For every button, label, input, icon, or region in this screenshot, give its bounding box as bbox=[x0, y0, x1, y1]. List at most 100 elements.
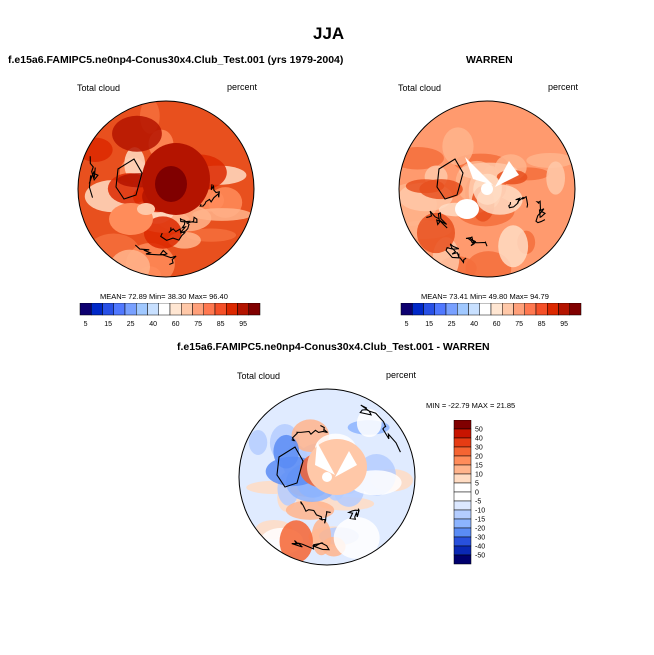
colorbar-swatch bbox=[453, 455, 472, 466]
colorbar-swatch bbox=[79, 303, 92, 316]
colorbar-tick-label: 25 bbox=[127, 321, 135, 328]
min-label: Min= bbox=[149, 292, 166, 301]
colorbar-swatch bbox=[453, 500, 472, 511]
stats-diff: MIN = -22.79 MAX = 21.85 bbox=[426, 401, 516, 410]
colorbar-swatch bbox=[181, 303, 193, 316]
max-value: 96.40 bbox=[209, 292, 228, 301]
colorbar-swatch bbox=[453, 554, 472, 565]
colorbar-swatch bbox=[158, 303, 171, 316]
colorbar-tick-label: 85 bbox=[217, 321, 225, 328]
variable-label-obs: Total cloud bbox=[398, 83, 442, 93]
colorbar-tick-label: -50 bbox=[475, 553, 485, 560]
colorbar-swatch bbox=[203, 303, 216, 316]
colorbar-obs: 5 15 25 40 60 75 85 95 bbox=[400, 303, 582, 328]
stats-obs: MEAN= 73.41 Min= 49.80 Max= 94.79 bbox=[421, 292, 549, 301]
map-boundary bbox=[77, 100, 255, 278]
colorbar-tick-label: -30 bbox=[475, 535, 485, 542]
colorbar-swatch bbox=[412, 303, 424, 316]
colorbar-swatch bbox=[453, 420, 472, 430]
colorbar-swatch bbox=[169, 303, 182, 316]
colorbar-swatch bbox=[214, 303, 227, 316]
colorbar-swatch bbox=[445, 303, 458, 316]
colorbar-tick-label: 95 bbox=[239, 321, 247, 328]
colorbar-swatch bbox=[524, 303, 537, 316]
colorbar-swatch bbox=[535, 303, 548, 316]
colorbar-tick-label: 75 bbox=[194, 321, 202, 328]
colorbar-tick-label: 0 bbox=[475, 490, 479, 497]
colorbar-tick-label: -10 bbox=[475, 508, 485, 515]
colorbar-swatch bbox=[453, 482, 472, 493]
panel-title-obs: WARREN bbox=[466, 54, 513, 66]
stats-model: MEAN= 72.89 Min= 38.30 Max= 96.40 bbox=[100, 292, 228, 301]
colorbar-swatch bbox=[453, 464, 472, 475]
colorbar-tick-label: 20 bbox=[475, 454, 483, 461]
colorbar-tick-label: -15 bbox=[475, 517, 485, 524]
colorbar-tick-label: 95 bbox=[560, 321, 568, 328]
units-label-model: percent bbox=[227, 82, 258, 92]
colorbar-swatch bbox=[113, 303, 126, 316]
colorbar-model: 5 15 25 40 60 75 85 95 bbox=[79, 303, 261, 328]
colorbar-swatch bbox=[558, 303, 570, 316]
colorbar-swatch bbox=[468, 303, 480, 316]
min-value: 49.80 bbox=[488, 292, 508, 301]
max-value: 94.79 bbox=[530, 292, 549, 301]
colorbar-swatch bbox=[423, 303, 435, 316]
colorbar-tick-label: 30 bbox=[475, 445, 483, 452]
colorbar-tick-label: -40 bbox=[475, 544, 485, 551]
colorbar-swatch bbox=[453, 428, 472, 439]
units-label-diff: percent bbox=[386, 370, 417, 380]
mean-value: 73.41 bbox=[449, 292, 468, 301]
polar-map-obs bbox=[398, 100, 576, 278]
variable-label-model: Total cloud bbox=[77, 83, 121, 93]
units-label-obs: percent bbox=[548, 82, 579, 92]
colorbar-tick-label: 5 bbox=[405, 321, 409, 328]
mean-label: MEAN= bbox=[421, 292, 448, 301]
colorbar-tick-label: 5 bbox=[84, 321, 88, 328]
colorbar-tick-label: 60 bbox=[493, 321, 501, 328]
colorbar-swatch bbox=[434, 303, 447, 316]
colorbar-tick-label: -20 bbox=[475, 526, 485, 533]
min-value: 38.30 bbox=[167, 292, 187, 301]
colorbar-swatch bbox=[457, 303, 469, 316]
colorbar-tick-label: 15 bbox=[425, 321, 433, 328]
colorbar-swatch bbox=[248, 303, 261, 316]
colorbar-tick-label: 40 bbox=[470, 321, 478, 328]
colorbar-swatch bbox=[569, 303, 582, 316]
colorbar-swatch bbox=[453, 527, 472, 538]
colorbar-tick-label: 15 bbox=[104, 321, 112, 328]
colorbar-swatch bbox=[400, 303, 413, 316]
colorbar-swatch bbox=[547, 303, 559, 316]
colorbar-swatch bbox=[124, 303, 137, 316]
colorbar-swatch bbox=[453, 509, 472, 520]
colorbar-swatch bbox=[513, 303, 525, 316]
colorbar-swatch bbox=[479, 303, 492, 316]
colorbar-swatch bbox=[237, 303, 249, 316]
colorbar-tick-label: -5 bbox=[475, 499, 481, 506]
colorbar-tick-label: 10 bbox=[475, 472, 483, 479]
colorbar-tick-label: 25 bbox=[448, 321, 456, 328]
polar-map-diff bbox=[238, 388, 416, 566]
colorbar-swatch bbox=[91, 303, 103, 316]
colorbar-tick-label: 75 bbox=[515, 321, 523, 328]
colorbar-swatch bbox=[147, 303, 159, 316]
colorbar-tick-label: 40 bbox=[475, 436, 483, 443]
polar-map-model bbox=[77, 100, 255, 278]
colorbar-swatch bbox=[453, 545, 472, 556]
colorbar-swatch bbox=[453, 518, 472, 529]
max-label: Max= bbox=[509, 292, 529, 301]
colorbar-swatch bbox=[102, 303, 114, 316]
colorbar-swatch bbox=[226, 303, 238, 316]
colorbar-tick-label: 50 bbox=[475, 427, 483, 434]
colorbar-swatch bbox=[502, 303, 514, 316]
min-label: Min= bbox=[470, 292, 487, 301]
colorbar-swatch bbox=[490, 303, 503, 316]
mean-label: MEAN= bbox=[100, 292, 127, 301]
variable-label-diff: Total cloud bbox=[237, 371, 281, 381]
colorbar-swatch bbox=[453, 536, 472, 547]
colorbar-swatch bbox=[192, 303, 204, 316]
panel-title-model: f.e15a6.FAMIPC5.ne0np4-Conus30x4.Club_Te… bbox=[8, 54, 344, 66]
mean-value: 72.89 bbox=[128, 292, 147, 301]
colorbar-tick-label: 15 bbox=[475, 463, 483, 470]
colorbar-tick-label: 5 bbox=[475, 481, 479, 488]
